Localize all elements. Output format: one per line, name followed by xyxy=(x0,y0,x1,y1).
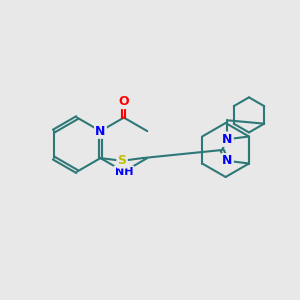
Text: NH: NH xyxy=(115,167,133,177)
Text: S: S xyxy=(118,154,127,167)
Text: N: N xyxy=(95,124,106,138)
Text: N: N xyxy=(222,133,233,146)
Text: N: N xyxy=(222,154,233,167)
Text: O: O xyxy=(118,95,129,108)
